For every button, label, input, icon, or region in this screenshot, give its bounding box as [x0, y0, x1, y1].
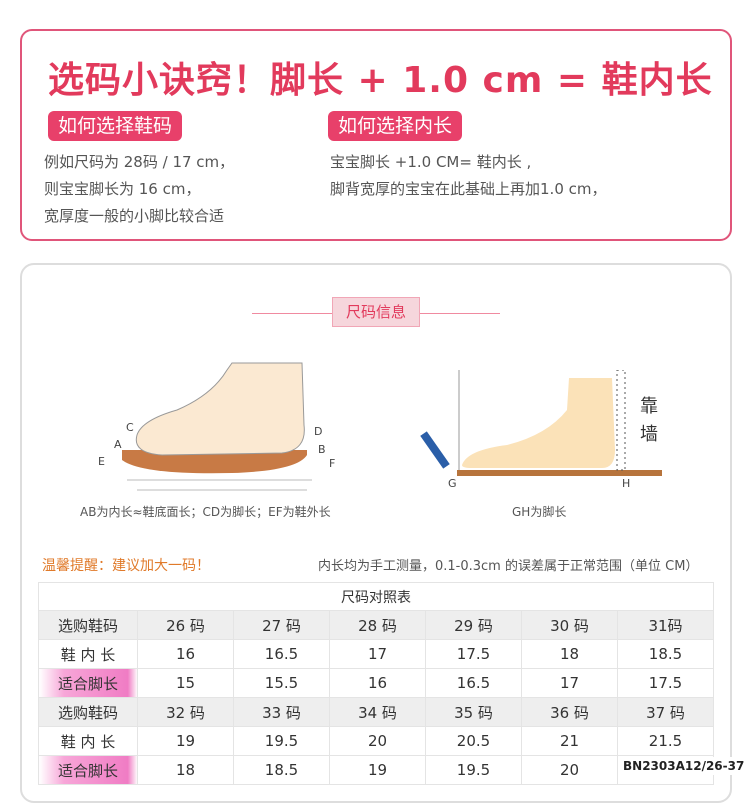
table-cell: 26 码: [137, 610, 234, 640]
table-cell: 15.5: [233, 668, 330, 698]
row-label: 鞋 内 长: [38, 639, 138, 669]
table-cell: 16: [329, 668, 426, 698]
table-cell: 18.5: [233, 755, 330, 785]
wall-label-char: 墙: [640, 424, 658, 445]
table-cell: 18: [137, 755, 234, 785]
table-cell: 19.5: [233, 726, 330, 756]
measure-note: 内长均为手工测量，0.1-0.3cm 的误差属于正常范围（单位 CM）: [318, 559, 699, 574]
tip-line: 宝宝脚长 +1.0 CM= 鞋内长 ,: [330, 153, 532, 171]
point-b-label: B: [318, 443, 326, 456]
table-cell: 16.5: [425, 668, 522, 698]
table-cell: 35 码: [425, 697, 522, 727]
table-cell: 36 码: [521, 697, 618, 727]
wall-label: 靠 墙: [640, 393, 658, 449]
shoe-sole: [122, 450, 307, 474]
point-d-label: D: [314, 425, 323, 438]
length-tip-text: 宝宝脚长 +1.0 CM= 鞋内长 , 脚背宽厚的宝宝在此基础上再加1.0 cm…: [330, 149, 606, 203]
table-cell: 19: [329, 755, 426, 785]
row-label: 适合脚长: [38, 755, 138, 785]
table-cell: 21: [521, 726, 618, 756]
table-cell: 20: [329, 726, 426, 756]
pencil-icon: [420, 431, 450, 469]
table-cell: 17.5: [617, 668, 714, 698]
table-cell: 21.5: [617, 726, 714, 756]
how-to-choose-size-tag: 如何选择鞋码: [48, 111, 183, 141]
row-label: 选购鞋码: [38, 610, 138, 640]
size-tip-text: 例如尺码为 28码 / 17 cm， 则宝宝脚长为 16 cm， 宽厚度一般的小…: [44, 149, 234, 230]
table-cell: 16.5: [233, 639, 330, 669]
table-cell: 17: [521, 668, 618, 698]
wall-label-char: 靠: [640, 396, 658, 417]
size-tips-panel: 选码小诀窍！脚长 + 1.0 cm = 鞋内长 如何选择鞋码 如何选择内长 例如…: [20, 29, 732, 241]
table-row: 适合脚长 15 15.5 16 16.5 17 17.5: [38, 668, 714, 698]
how-to-choose-length-tag: 如何选择内长: [328, 111, 463, 141]
foot-illustration: [135, 362, 305, 456]
point-f-label: F: [329, 457, 336, 470]
shoe-length-diagram: [122, 362, 312, 491]
table-cell: 17.5: [425, 639, 522, 669]
table-cell: 20: [521, 755, 618, 785]
size-chart-table: 尺码对照表 选购鞋码 26 码 27 码 28 码 29 码 30 码 31码鞋 内 长 16…: [38, 582, 714, 785]
reminder: 温馨提醒：建议加大一码！: [42, 558, 210, 574]
table-cell: 28 码: [329, 610, 426, 640]
tip-line: 脚背宽厚的宝宝在此基础上再加1.0 cm，: [330, 180, 607, 198]
foot-measure-diagram: [420, 370, 662, 476]
foot-illustration: [462, 378, 615, 468]
table-cell: 19.5: [425, 755, 522, 785]
point-a-label: A: [114, 438, 122, 451]
table-title: 尺码对照表: [38, 582, 714, 611]
divider: [252, 313, 332, 314]
table-cell: 32 码: [137, 697, 234, 727]
tip-line: 则宝宝脚长为 16 cm，: [44, 180, 201, 198]
left-diagram-caption: AB为内长≈鞋底面长；CD为脚长；EF为鞋外长: [80, 505, 331, 519]
point-e-label: E: [98, 455, 105, 468]
section-title: 尺码信息: [332, 297, 420, 327]
table-cell: 33 码: [233, 697, 330, 727]
headline: 选码小诀窍！脚长 + 1.0 cm = 鞋内长: [48, 60, 713, 101]
divider: [420, 313, 500, 314]
right-diagram-caption: GH为脚长: [512, 505, 567, 519]
table-cell: 19: [137, 726, 234, 756]
table-cell: 18: [521, 639, 618, 669]
row-label: 选购鞋码: [38, 697, 138, 727]
point-h-label: H: [622, 477, 631, 490]
tip-line: 宽厚度一般的小脚比较合适: [44, 207, 225, 225]
table-cell: 30 码: [521, 610, 618, 640]
table-cell: 37 码: [617, 697, 714, 727]
tip-line: 例如尺码为 28码 / 17 cm，: [44, 153, 235, 171]
table-cell: 29 码: [425, 610, 522, 640]
table-cell: 20.5: [425, 726, 522, 756]
product-code: BN2303A12/26-37: [620, 757, 748, 775]
table-cell: 31码: [617, 610, 714, 640]
table-cell: 15: [137, 668, 234, 698]
table-row: 适合脚长 18 18.5 19 19.5 20: [38, 755, 714, 785]
table-cell: 34 码: [329, 697, 426, 727]
table-cell: 16: [137, 639, 234, 669]
table-row: 选购鞋码 32 码 33 码 34 码 35 码 36 码 37 码: [38, 697, 714, 727]
row-label: 鞋 内 长: [38, 726, 138, 756]
row-label: 适合脚长: [38, 668, 138, 698]
table-cell: 17: [329, 639, 426, 669]
table-row: 选购鞋码 26 码 27 码 28 码 29 码 30 码 31码: [38, 610, 714, 640]
table-row: 鞋 内 长 19 19.5 20 20.5 21 21.5: [38, 726, 714, 756]
table-cell: 27 码: [233, 610, 330, 640]
point-g-label: G: [448, 477, 457, 490]
point-c-label: C: [126, 421, 134, 434]
table-row: 鞋 内 长 16 16.5 17 17.5 18 18.5: [38, 639, 714, 669]
table-cell: 18.5: [617, 639, 714, 669]
